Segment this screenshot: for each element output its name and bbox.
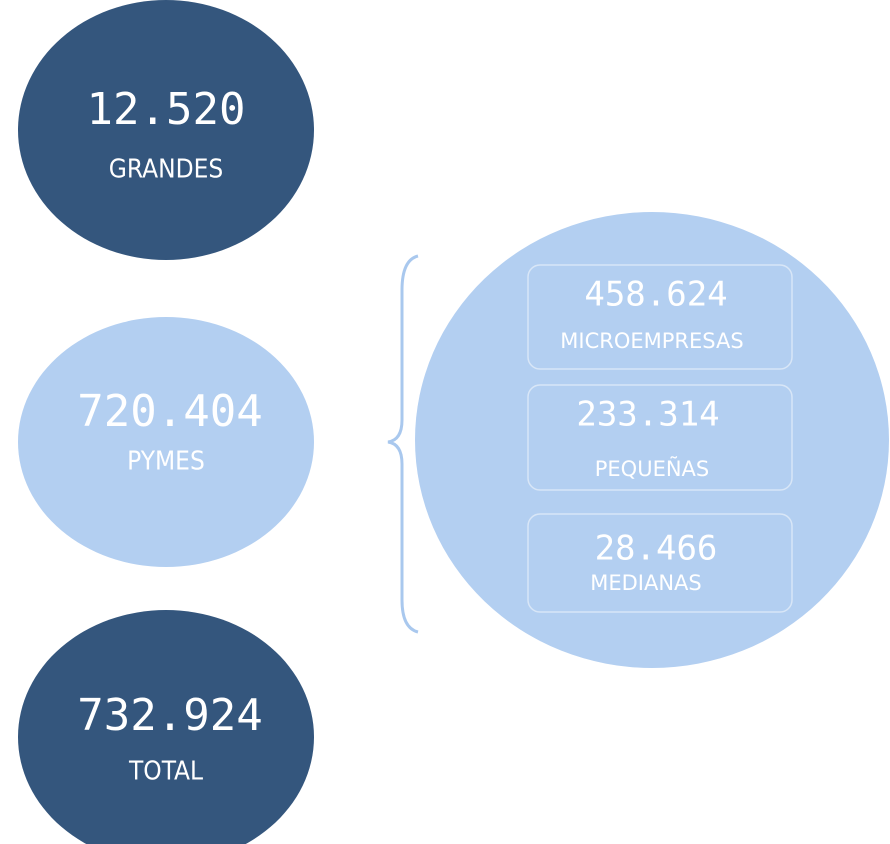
pymes-circle xyxy=(18,317,314,567)
grandes-circle xyxy=(18,0,314,260)
label: GRANDES xyxy=(109,155,223,185)
breakdown-circle xyxy=(415,212,889,668)
brace xyxy=(387,254,419,634)
value: 28.466 xyxy=(595,529,718,569)
label: MEDIANAS xyxy=(590,571,702,595)
box xyxy=(527,264,793,370)
value: 458.624 xyxy=(584,275,727,315)
label: TOTAL xyxy=(128,757,203,787)
value: 720.404 xyxy=(77,386,262,437)
label: MICROEMPRESAS xyxy=(560,329,743,353)
value: 732.924 xyxy=(77,690,262,741)
total-circle xyxy=(18,610,314,844)
label: PEQUEÑAS xyxy=(595,455,710,481)
box xyxy=(527,513,793,613)
label: PYMES xyxy=(127,447,205,477)
box xyxy=(527,384,793,491)
value: 233.314 xyxy=(576,395,719,435)
value: 12.520 xyxy=(87,84,246,135)
